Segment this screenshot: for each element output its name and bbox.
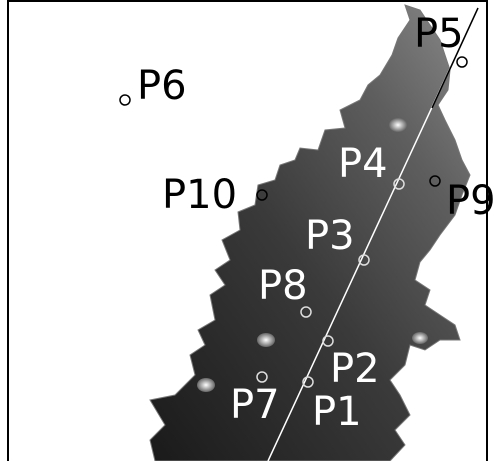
point-marker bbox=[322, 335, 334, 347]
point-marker bbox=[300, 306, 312, 318]
point-marker bbox=[358, 254, 370, 266]
point-label: P2 bbox=[330, 346, 380, 392]
point-marker bbox=[256, 371, 268, 383]
spot bbox=[412, 332, 428, 344]
point-label: P5 bbox=[414, 11, 464, 57]
point-label: P3 bbox=[305, 213, 355, 259]
spot bbox=[257, 333, 275, 347]
point-label: P8 bbox=[258, 263, 308, 309]
point-label: P1 bbox=[312, 389, 362, 435]
spot bbox=[197, 378, 215, 392]
point-label: P6 bbox=[137, 63, 187, 109]
axis-line-outside bbox=[431, 7, 479, 109]
point-label: P7 bbox=[230, 382, 280, 428]
point-marker bbox=[302, 376, 314, 388]
point-label: P10 bbox=[162, 172, 237, 218]
point-marker bbox=[256, 189, 268, 201]
point-label: P9 bbox=[446, 178, 496, 224]
spot bbox=[389, 118, 407, 132]
frame bbox=[7, 0, 488, 461]
point-marker bbox=[119, 94, 131, 106]
point-marker bbox=[429, 175, 441, 187]
point-marker bbox=[393, 178, 405, 190]
tissue bbox=[149, 4, 471, 461]
point-marker bbox=[456, 56, 468, 68]
point-label: P4 bbox=[338, 141, 388, 187]
